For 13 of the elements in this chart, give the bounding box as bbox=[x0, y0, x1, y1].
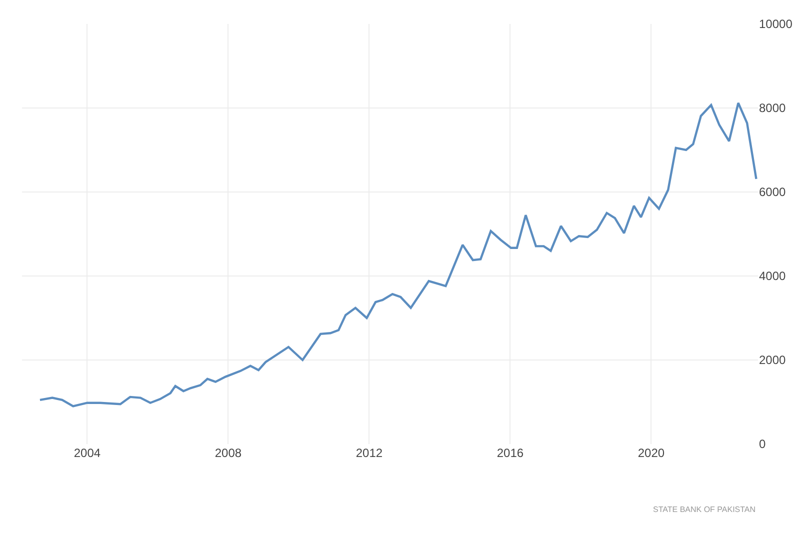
x-tick-label: 2004 bbox=[74, 446, 101, 460]
line-series bbox=[38, 102, 758, 408]
y-tick-label: 6000 bbox=[759, 185, 786, 200]
y-tick-label: 2000 bbox=[759, 353, 786, 368]
x-tick-label: 2012 bbox=[356, 446, 383, 460]
y-tick-label: 0 bbox=[759, 437, 766, 452]
x-tick-label: 2016 bbox=[496, 446, 524, 460]
text: STATE BANK OF PAKISTAN bbox=[653, 505, 756, 514]
y-tick-label: 4000 bbox=[759, 269, 786, 284]
x-tick-label: 2020 bbox=[638, 446, 665, 460]
x-tick-label: 2008 bbox=[214, 446, 242, 460]
y-tick-label: 10000 bbox=[759, 17, 793, 32]
y-tick-label: 8000 bbox=[759, 101, 786, 116]
